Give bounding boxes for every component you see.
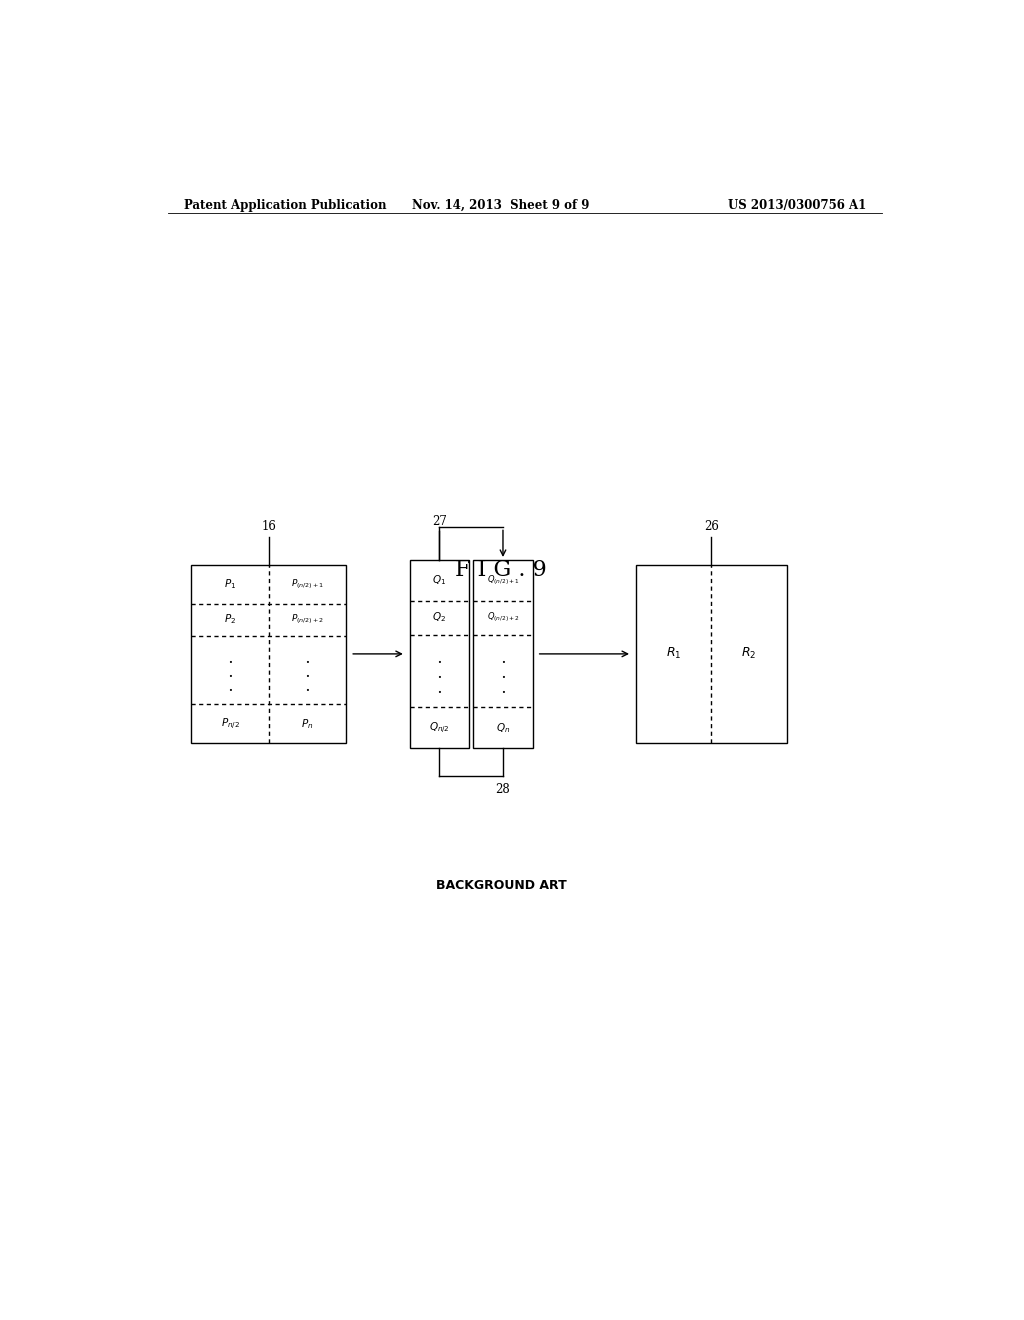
Text: .: .: [228, 682, 232, 693]
Text: BACKGROUND ART: BACKGROUND ART: [435, 879, 566, 891]
Text: .: .: [437, 653, 441, 665]
Bar: [410, 560, 469, 748]
Text: $R_2$: $R_2$: [741, 647, 757, 661]
Text: Patent Application Publication: Patent Application Publication: [183, 199, 386, 213]
Text: 26: 26: [703, 520, 719, 533]
Text: .: .: [305, 668, 309, 678]
Text: .: .: [501, 684, 505, 696]
Text: $Q_n$: $Q_n$: [496, 721, 510, 735]
Text: .: .: [228, 653, 232, 665]
Text: $P_1$: $P_1$: [224, 577, 237, 590]
Text: .: .: [305, 682, 309, 693]
Text: $Q_{n/2}$: $Q_{n/2}$: [429, 721, 450, 735]
Text: .: .: [305, 653, 309, 665]
Text: Nov. 14, 2013  Sheet 9 of 9: Nov. 14, 2013 Sheet 9 of 9: [413, 199, 590, 213]
Text: 16: 16: [261, 520, 276, 533]
Bar: [473, 560, 532, 748]
Text: .: .: [437, 669, 441, 680]
Text: $P_n$: $P_n$: [301, 717, 313, 731]
Text: .: .: [437, 684, 441, 696]
Text: F I G . 9: F I G . 9: [455, 560, 547, 581]
Text: US 2013/0300756 A1: US 2013/0300756 A1: [728, 199, 866, 213]
Text: $Q_1$: $Q_1$: [432, 573, 446, 586]
Text: $R_1$: $R_1$: [666, 647, 681, 661]
Text: 27: 27: [432, 515, 446, 528]
Text: $Q_{(n/2)+1}$: $Q_{(n/2)+1}$: [486, 573, 519, 586]
Text: $Q_{(n/2)+2}$: $Q_{(n/2)+2}$: [486, 610, 519, 624]
Text: $Q_2$: $Q_2$: [432, 610, 446, 624]
Text: .: .: [228, 668, 232, 678]
Text: $P_{(n/2)+2}$: $P_{(n/2)+2}$: [291, 612, 325, 626]
Bar: [636, 565, 786, 743]
Text: $P_{(n/2)+1}$: $P_{(n/2)+1}$: [291, 577, 325, 590]
Text: .: .: [501, 669, 505, 680]
Text: .: .: [501, 653, 505, 665]
Bar: [191, 565, 346, 743]
Text: 28: 28: [496, 784, 510, 796]
Text: $P_2$: $P_2$: [224, 612, 237, 626]
Text: $P_{n/2}$: $P_{n/2}$: [221, 717, 240, 731]
